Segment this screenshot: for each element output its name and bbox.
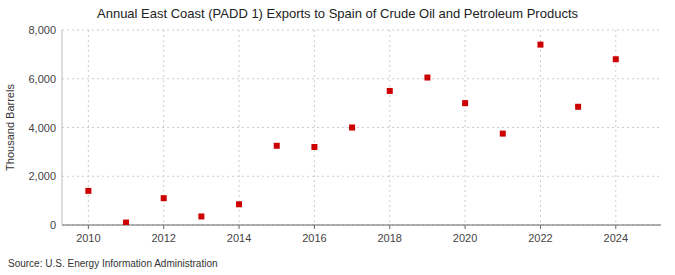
y-tick-label: 6,000 xyxy=(28,73,56,85)
data-point xyxy=(575,104,581,110)
y-axis-line xyxy=(62,30,63,225)
x-tick xyxy=(615,225,616,229)
data-point xyxy=(349,125,355,131)
x-grid-line xyxy=(465,30,466,225)
data-point xyxy=(462,100,468,106)
data-point xyxy=(500,131,506,137)
y-tick-label: 0 xyxy=(50,219,56,231)
x-grid-line xyxy=(540,30,541,225)
data-point xyxy=(85,188,91,194)
data-point xyxy=(311,144,317,150)
x-grid-line xyxy=(314,30,315,225)
x-tick xyxy=(163,225,164,229)
x-tick xyxy=(314,225,315,229)
x-tick-label: 2024 xyxy=(604,232,628,244)
y-grid-line xyxy=(62,127,661,128)
x-tick xyxy=(88,225,89,229)
data-point xyxy=(613,56,619,62)
grid xyxy=(62,30,661,225)
x-tick xyxy=(465,225,466,229)
x-tick-label: 2014 xyxy=(227,232,251,244)
y-tick-label: 2,000 xyxy=(28,170,56,182)
data-point xyxy=(123,220,129,225)
x-tick-label: 2020 xyxy=(453,232,477,244)
y-grid-line xyxy=(62,176,661,177)
data-point xyxy=(236,201,242,207)
x-tick-label: 2012 xyxy=(151,232,175,244)
y-grid-line xyxy=(62,78,661,79)
x-axis-line xyxy=(62,225,661,226)
chart-container: Annual East Coast (PADD 1) Exports to Sp… xyxy=(0,0,675,275)
data-point xyxy=(198,213,204,219)
data-point xyxy=(537,42,543,48)
y-tick-label: 8,000 xyxy=(28,24,56,36)
x-tick xyxy=(389,225,390,229)
y-grid-line xyxy=(62,30,661,31)
x-tick-label: 2018 xyxy=(378,232,402,244)
y-tick-label: 4,000 xyxy=(28,122,56,134)
points xyxy=(85,42,618,225)
y-axis-label: Thousand Barrels xyxy=(4,84,16,171)
y-grid-line xyxy=(62,225,661,226)
chart-title: Annual East Coast (PADD 1) Exports to Sp… xyxy=(97,6,578,21)
data-point xyxy=(274,143,280,149)
x-grid-line xyxy=(88,30,89,225)
x-tick xyxy=(239,225,240,229)
x-tick-label: 2022 xyxy=(528,232,552,244)
x-tick xyxy=(540,225,541,229)
chart-svg: Annual East Coast (PADD 1) Exports to Sp… xyxy=(0,0,675,275)
data-point xyxy=(387,88,393,94)
x-grid-line xyxy=(389,30,390,225)
data-point xyxy=(161,195,167,201)
x-tick-label: 2010 xyxy=(76,232,100,244)
x-grid-line xyxy=(239,30,240,225)
data-point xyxy=(424,75,430,81)
x-tick-label: 2016 xyxy=(302,232,326,244)
source-note: Source: U.S. Energy Information Administ… xyxy=(8,258,218,269)
